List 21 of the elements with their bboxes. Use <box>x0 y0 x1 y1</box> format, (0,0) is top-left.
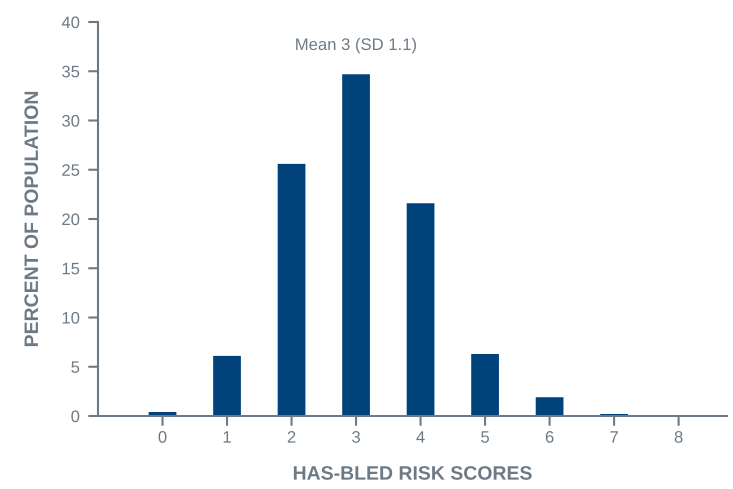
x-axis-title: HAS-BLED RISK SCORES <box>294 466 532 480</box>
y-tick-label: 5 <box>71 361 80 373</box>
x-tick-label: 7 <box>610 431 618 443</box>
y-tick-label: 25 <box>62 164 80 176</box>
x-tick-label: 0 <box>158 431 166 443</box>
x-tick-label: 4 <box>416 431 425 443</box>
y-tick-label: 10 <box>62 312 80 324</box>
x-tick-label: 2 <box>288 431 296 443</box>
x-tick-label: 6 <box>546 431 554 443</box>
y-tick-label: 30 <box>62 114 80 127</box>
y-tick-label: 20 <box>62 213 80 226</box>
x-tick-label: 1 <box>224 431 231 443</box>
y-axis-title: PERCENT OF POPULATION <box>24 92 38 346</box>
y-tick-label: 0 <box>71 410 80 422</box>
x-tick-label: 3 <box>352 431 360 443</box>
annotation: Mean 3 (SD 1.1) <box>296 38 416 54</box>
y-tick-label: 40 <box>62 16 80 28</box>
x-tick-label: 5 <box>481 431 490 443</box>
y-tick-label: 35 <box>62 66 80 78</box>
x-tick-label: 8 <box>674 431 683 443</box>
y-tick-label: 15 <box>62 262 80 274</box>
